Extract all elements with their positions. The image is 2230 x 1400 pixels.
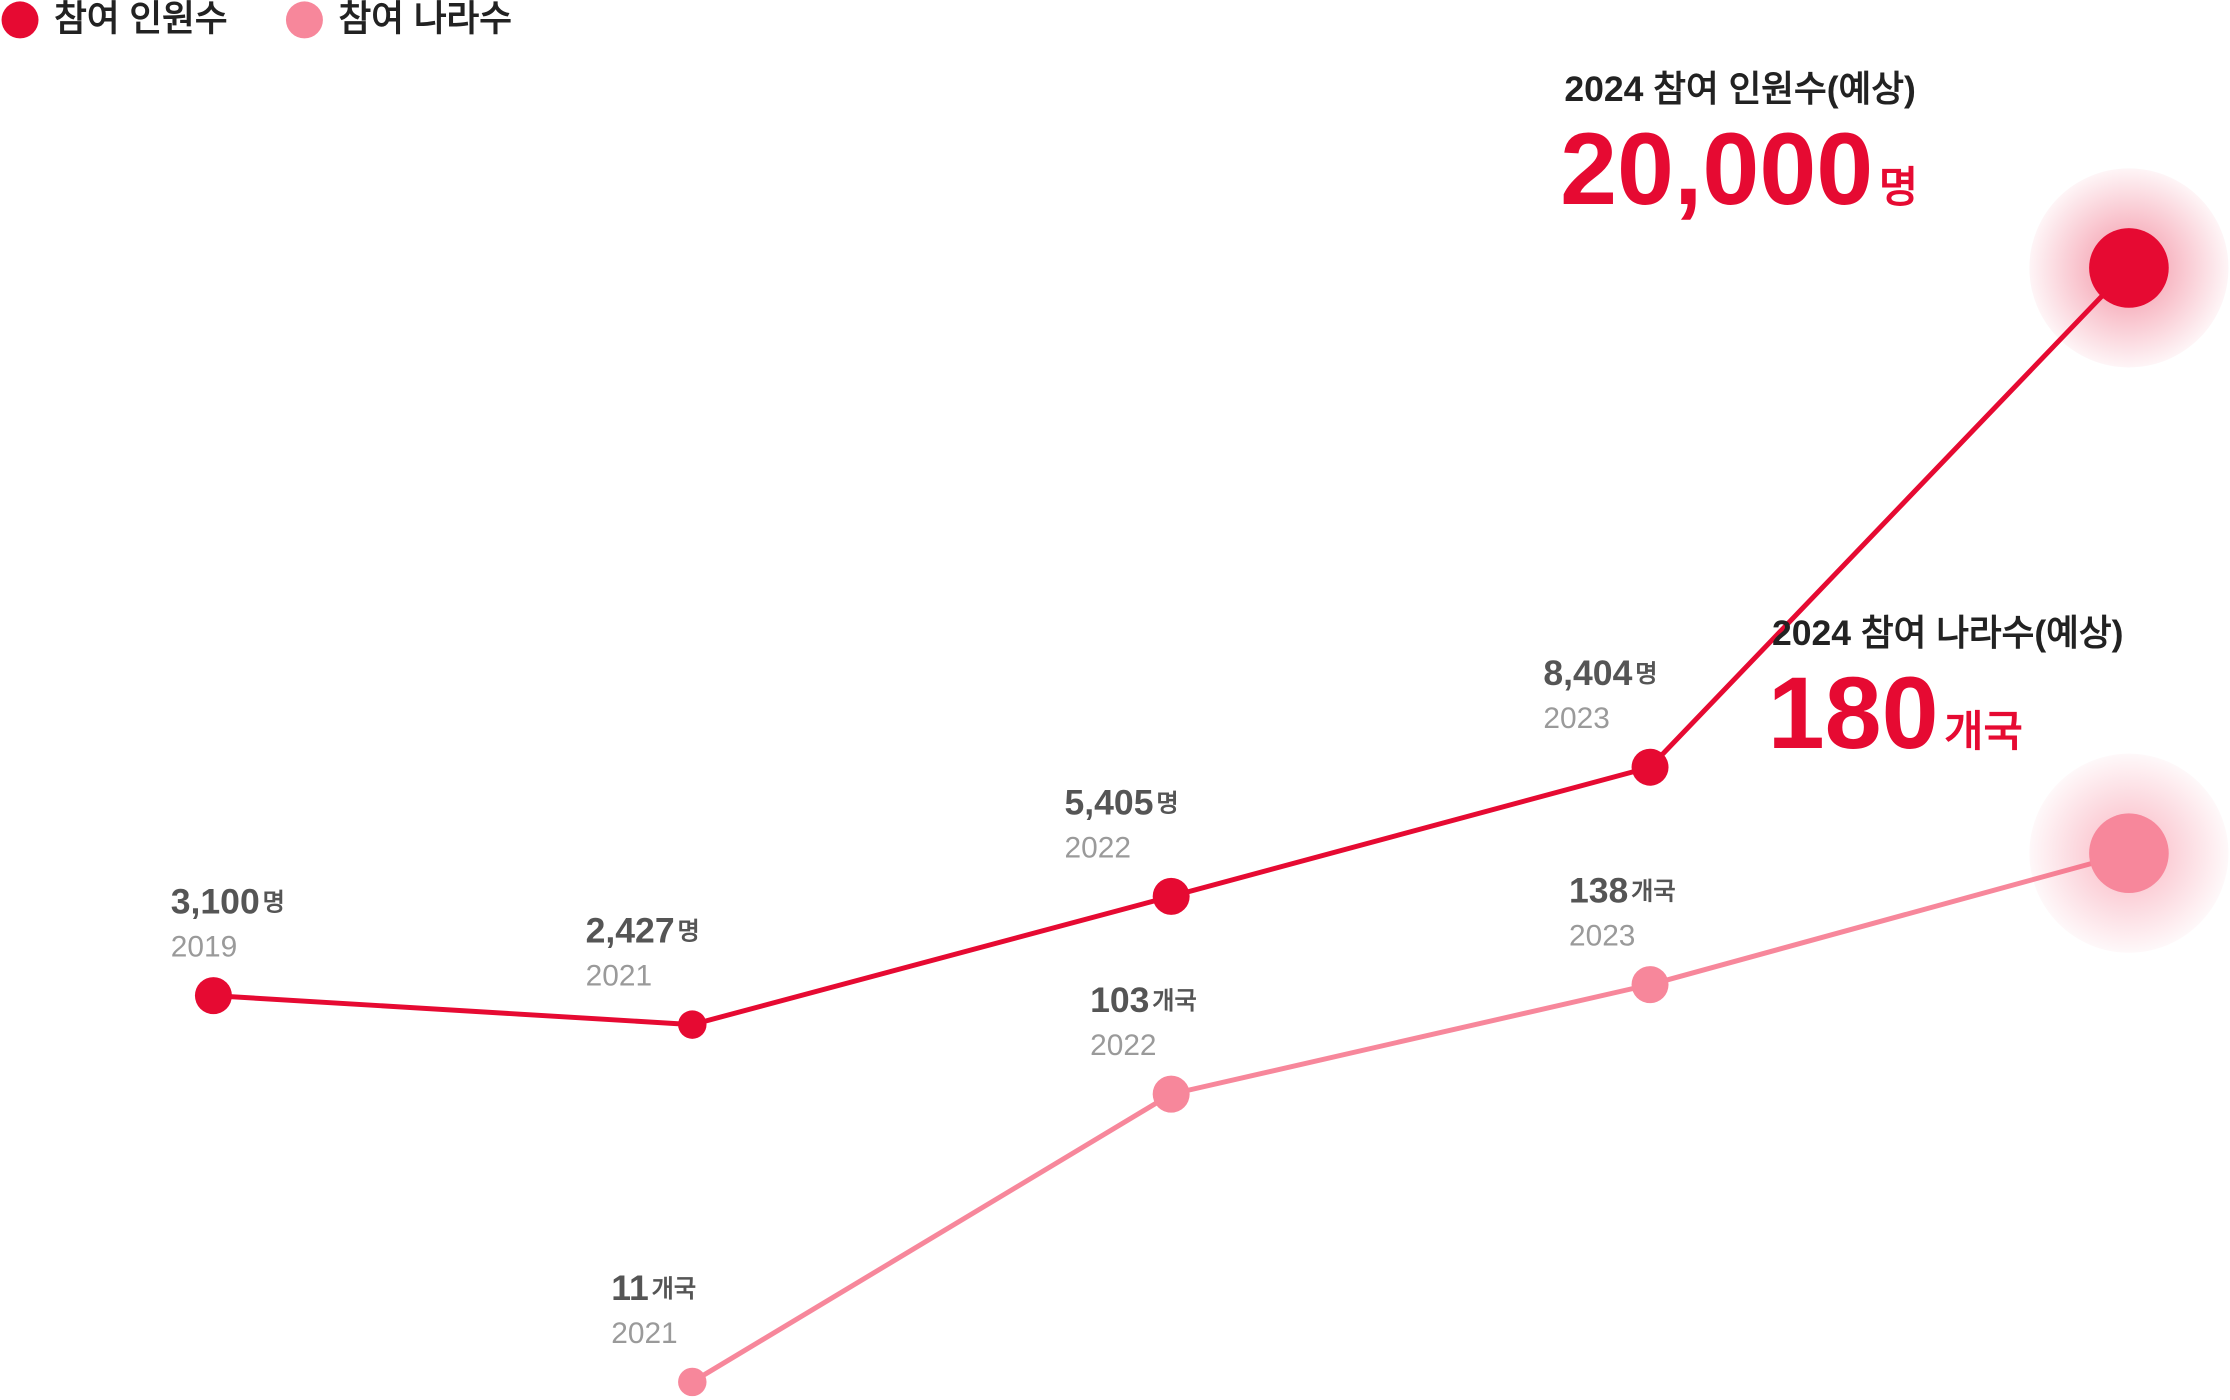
year-label: 2022: [1090, 1029, 1156, 1062]
legend-label: 참여 나라수: [339, 0, 512, 39]
callout-unit: 명: [1879, 164, 1918, 212]
value-number: 103: [1090, 980, 1149, 1020]
value-label: 138 개국: [1569, 871, 1676, 911]
value-label: 2,427 명: [586, 911, 700, 951]
value-unit: 명: [1156, 791, 1178, 818]
callout-value: 180 개국: [1768, 655, 2023, 770]
value-unit: 명: [263, 890, 285, 917]
series-line: [691, 850, 2130, 1385]
value-number: 11: [611, 1268, 649, 1308]
value-number: 138: [1569, 871, 1628, 911]
callout-title: 2024 참여 인원수(예상): [1564, 69, 1915, 109]
value-label: 5,405 명: [1065, 783, 1179, 823]
year-label: 2023: [1543, 702, 1609, 735]
point: [2089, 228, 2169, 308]
value-label: 11 개국: [611, 1268, 696, 1308]
value-unit: 명: [677, 919, 699, 946]
value-number: 5,405: [1065, 783, 1154, 823]
point: [678, 1367, 707, 1397]
point: [194, 977, 232, 1015]
legend-marker: [1, 1, 39, 39]
callout-title: 2024 참여 나라수(예상): [1772, 613, 2123, 653]
point: [1631, 966, 1669, 1004]
value-unit: 개국: [1631, 879, 1675, 906]
value-number: 2,427: [586, 911, 675, 951]
callout-number: 20,000: [1560, 111, 1873, 226]
year-label: 2021: [611, 1317, 677, 1350]
year-label: 2023: [1569, 920, 1635, 953]
value-unit: 개국: [652, 1276, 696, 1303]
legend-label: 참여 인원수: [54, 0, 227, 39]
value-unit: 명: [1635, 662, 1657, 689]
point: [2089, 813, 2169, 894]
callout-number: 180: [1768, 655, 1939, 770]
year-label: 2021: [586, 960, 652, 993]
value-label: 103 개국: [1090, 980, 1197, 1020]
point: [1631, 748, 1669, 786]
value-number: 3,100: [171, 882, 260, 922]
callout-unit: 개국: [1944, 708, 2023, 756]
value-number: 8,404: [1543, 654, 1632, 694]
value-unit: 개국: [1152, 988, 1196, 1015]
year-label: 2022: [1065, 831, 1131, 864]
callout-value: 20,000 명: [1560, 111, 1918, 226]
point: [678, 1010, 707, 1039]
year-label: 2019: [171, 931, 237, 964]
point: [1152, 877, 1190, 915]
legend-marker: [285, 1, 323, 39]
value-label: 3,100 명: [171, 882, 285, 922]
point: [1152, 1075, 1190, 1113]
value-label: 8,404 명: [1543, 654, 1657, 694]
